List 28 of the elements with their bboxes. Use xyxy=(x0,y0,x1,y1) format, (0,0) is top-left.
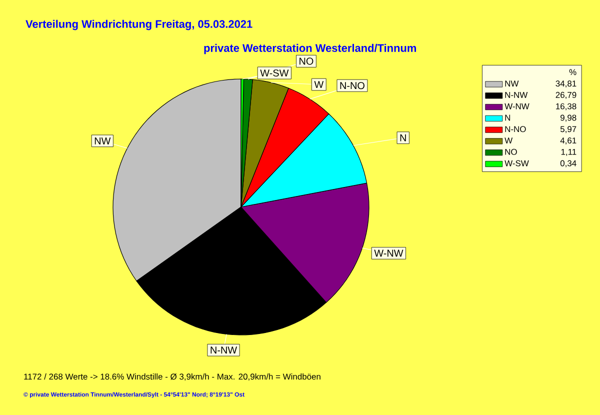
data-label: 34,81 xyxy=(556,80,576,88)
slice-label: NW xyxy=(94,137,111,144)
legend-label: W-NW xyxy=(504,103,530,110)
slice-label: W-NW xyxy=(374,250,404,257)
slice-label: W xyxy=(314,81,324,88)
slice-label: N-NW xyxy=(210,346,238,354)
slice-label: N-NO xyxy=(340,82,364,90)
slice-label: W-SW xyxy=(260,69,289,77)
slice-label: N xyxy=(400,134,406,142)
data-label: 26,79 xyxy=(556,92,576,99)
legend-title: % xyxy=(569,69,576,76)
text: 1172 / 268 Werte -> 18.6% Windstille - Ø 3,9km/h - Max. 20,9km/h = Windböen xyxy=(24,373,320,381)
legend-label: NW xyxy=(505,80,519,86)
data-label: 4,61 xyxy=(560,138,576,144)
legend-label: N-NO xyxy=(505,126,526,132)
data-label: 0,34 xyxy=(560,160,576,168)
data-label: 1,11 xyxy=(561,148,576,156)
legend-label: W xyxy=(504,138,513,144)
legend-label: N-NW xyxy=(505,92,528,98)
legend-label: N xyxy=(505,114,510,121)
legend-label: NO xyxy=(505,148,517,155)
chart-title: Verteilung Windrichtung Freitag, 05.03.2021 xyxy=(26,20,252,30)
legend-label: W-SW xyxy=(504,160,529,166)
data-label: 5,97 xyxy=(560,126,576,134)
data-label: 9,98 xyxy=(560,114,576,122)
slice-label: NO xyxy=(300,58,314,65)
chart-subtitle: private Wetterstation Westerland/Tinnum xyxy=(204,44,416,54)
data-label: 16,38 xyxy=(556,103,576,110)
